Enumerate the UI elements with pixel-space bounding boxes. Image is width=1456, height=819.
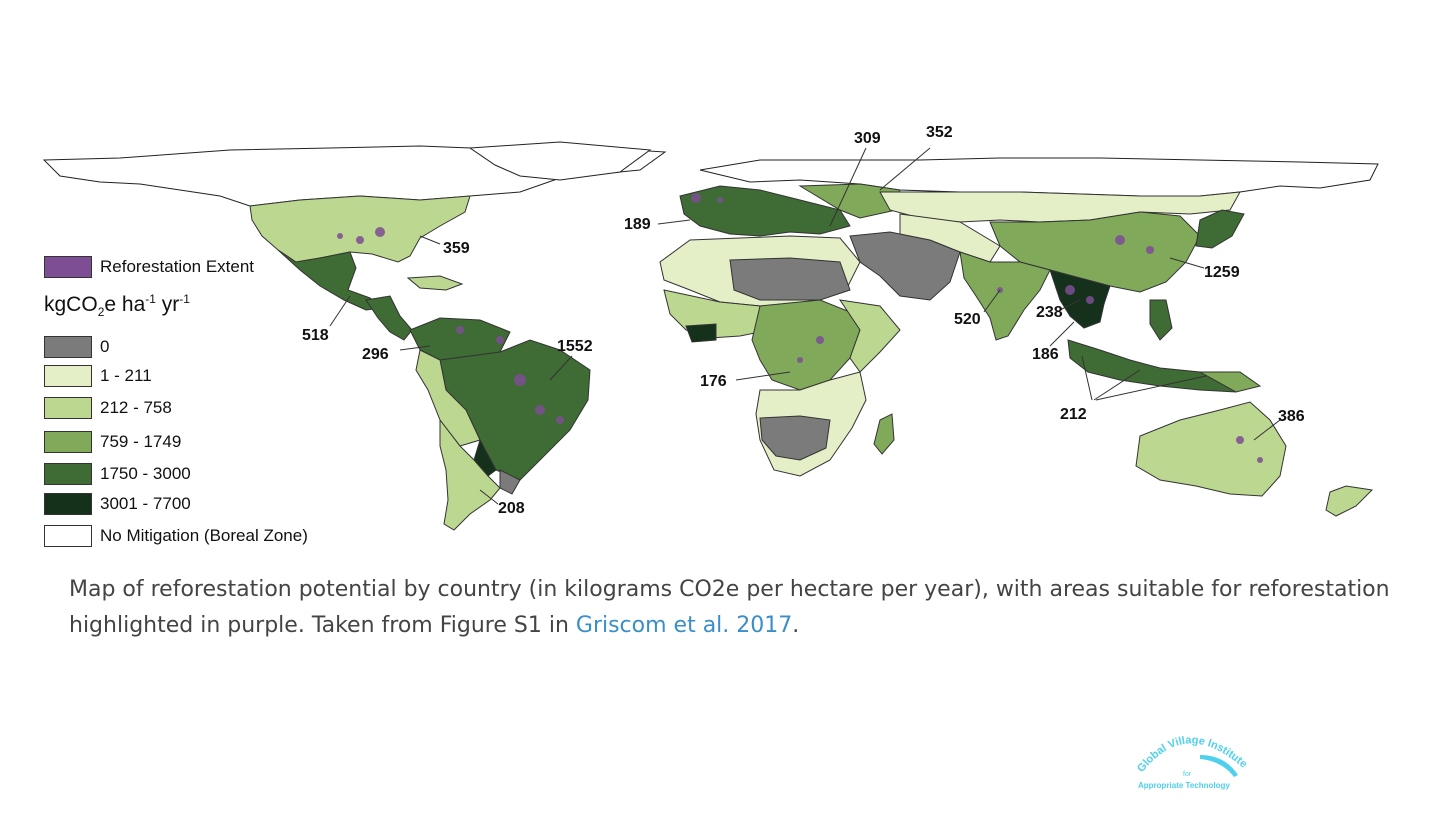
watermark-logo: Global Village Institute for Appropriate… (1130, 725, 1260, 795)
logo-tagline: Appropriate Technology (1138, 781, 1230, 790)
value-label-mexico: 518 (302, 327, 329, 344)
leader-lines (329, 147, 1281, 505)
region-sahara-grey (729, 257, 851, 301)
region-philippines (1149, 299, 1173, 341)
legend-unit-title: kgCO2e ha-1 yr-1 (44, 292, 190, 320)
value-label-brazil: 1552 (557, 338, 593, 355)
legend-label-reforestation: Reforestation Extent (100, 257, 255, 276)
legend-label-6: No Mitigation (Boreal Zone) (100, 526, 308, 545)
value-label-indonesia: 212 (1060, 406, 1087, 423)
value-label-myanmar: 238 (1036, 304, 1063, 321)
region-caribbean (406, 275, 464, 291)
region-russia-central (879, 191, 1241, 223)
region-central-america (365, 295, 413, 341)
region-japan (1195, 209, 1245, 249)
value-label-turkey: 309 (854, 130, 881, 147)
legend-label-5: 3001 - 7700 (100, 494, 191, 513)
legend-label-2: 212 - 758 (100, 398, 172, 417)
legend-label-3: 759 - 1749 (100, 432, 182, 451)
value-label-argentina: 208 (498, 500, 525, 517)
legend-swatch-4 (44, 463, 92, 485)
region-southeast-asia (1049, 269, 1111, 329)
legend-label-0: 0 (100, 337, 110, 356)
legend-swatch-reforestation (44, 256, 92, 278)
legend-row-4: 1750 - 3000 (44, 463, 191, 485)
value-label-thailand: 186 (1032, 346, 1059, 363)
region-mexico (277, 249, 384, 311)
legend-swatch-2 (44, 397, 92, 419)
region-australia (1135, 401, 1287, 497)
region-india (959, 251, 1051, 341)
legend-swatch-0 (44, 336, 92, 358)
legend-label-4: 1750 - 3000 (100, 464, 191, 483)
legend-row-5: 3001 - 7700 (44, 493, 191, 515)
reforestation-extent (337, 193, 1263, 463)
legend-swatch-1 (44, 365, 92, 387)
value-label-colombia: 296 (362, 346, 389, 363)
region-argentina-chile (439, 418, 501, 531)
legend-row-1: 1 - 211 (44, 365, 152, 387)
caption-text: Map of reforestation potential by countr… (69, 577, 1390, 638)
value-label-usa: 359 (443, 240, 470, 257)
world-map-figure: 359 518 296 1552 208 189 309 352 176 520… (42, 124, 1379, 547)
value-label-australia: 386 (1278, 408, 1305, 425)
logo-arc-icon: Global Village Institute (1135, 734, 1249, 777)
citation-link[interactable]: Griscom et al. 2017 (575, 613, 793, 638)
world-map (42, 141, 1379, 531)
legend-swatch-5 (44, 493, 92, 515)
legend-row-3: 759 - 1749 (44, 431, 181, 453)
legend-swatch-3 (44, 431, 92, 453)
value-label-western-europe: 189 (624, 216, 651, 233)
region-papua (1198, 371, 1262, 393)
figure-caption: Map of reforestation potential by countr… (69, 572, 1429, 644)
region-southern-africa-grey (759, 415, 831, 461)
region-new-zealand (1325, 485, 1374, 517)
legend-label-1: 1 - 211 (100, 366, 152, 385)
legend-reforestation-row: Reforestation Extent (44, 256, 254, 278)
caption-end: . (792, 613, 800, 638)
value-label-central-africa: 176 (700, 373, 727, 390)
legend-row-0: 0 (44, 336, 109, 358)
region-indonesia (1067, 339, 1241, 393)
region-madagascar (873, 413, 895, 455)
boreal-eurasia (699, 157, 1379, 197)
region-west-africa-coast (685, 323, 717, 343)
logo-for: for (1183, 771, 1192, 778)
legend-row-2: 212 - 758 (44, 397, 172, 419)
region-uruguay (499, 469, 521, 495)
value-label-india: 520 (954, 311, 981, 328)
value-label-china: 1259 (1204, 264, 1240, 281)
value-label-russia: 352 (926, 124, 953, 141)
region-east-africa (838, 299, 901, 373)
greenland (468, 141, 652, 181)
region-peru-bolivia (415, 349, 481, 447)
legend-row-6: No Mitigation (Boreal Zone) (44, 525, 308, 547)
region-usa (249, 195, 471, 263)
legend-swatch-6 (44, 525, 92, 547)
